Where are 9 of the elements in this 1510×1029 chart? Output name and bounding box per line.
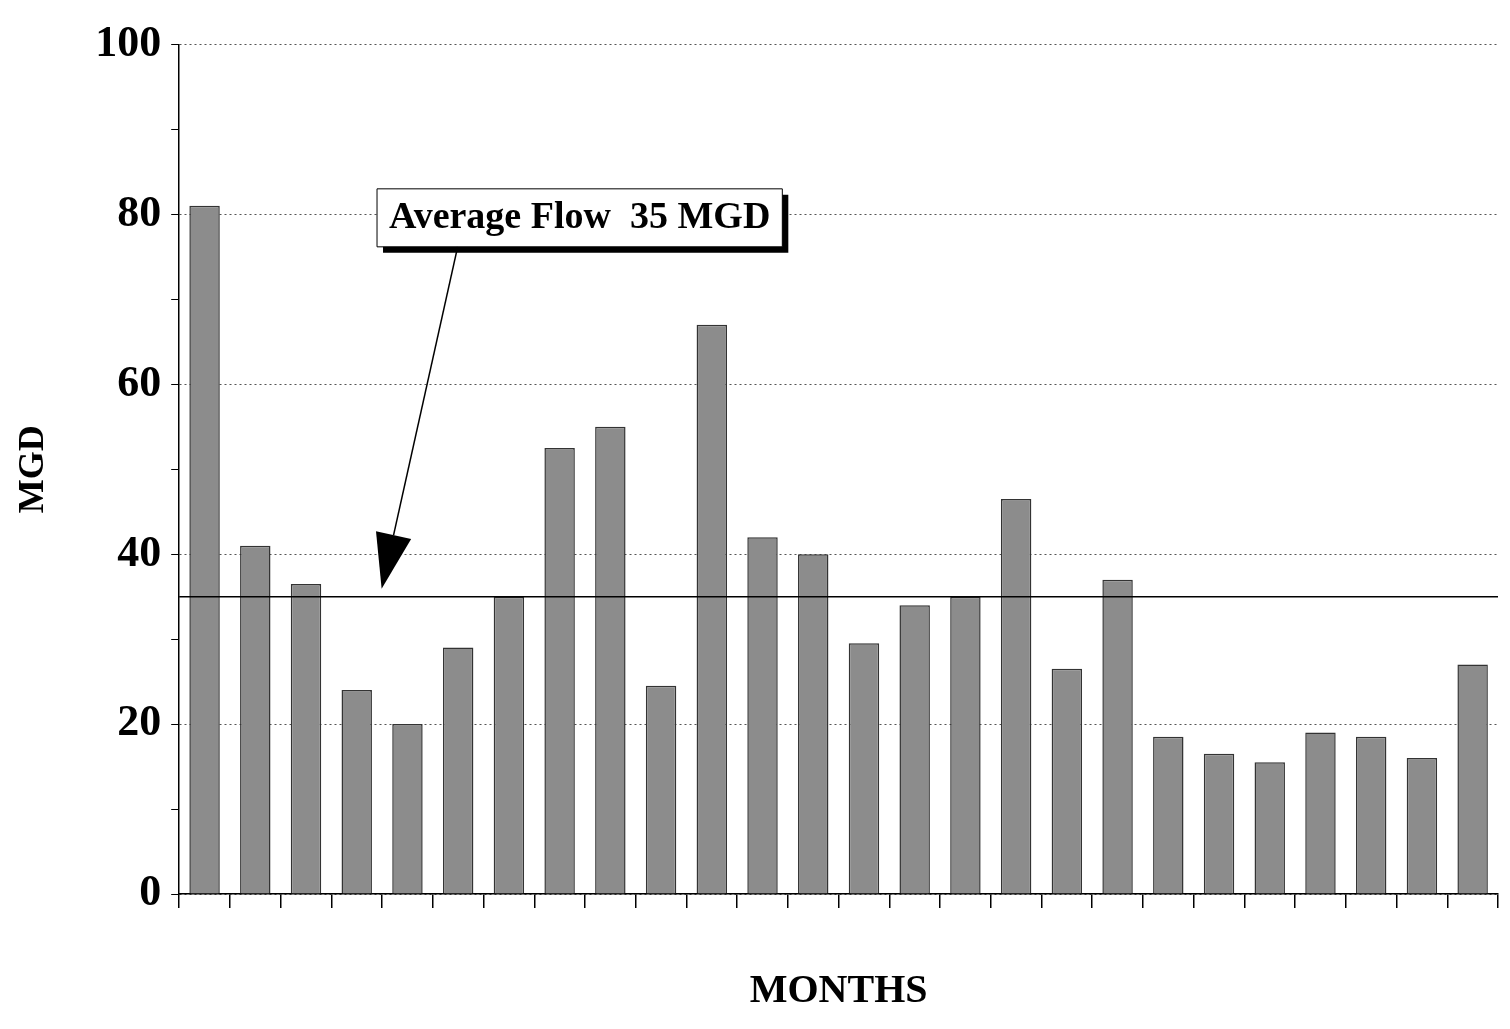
y-tick-label: 40 — [117, 526, 162, 576]
x-axis-title: MONTHS — [749, 966, 928, 1012]
y-tick-label: 20 — [117, 696, 162, 746]
y-axis-title: MGD — [10, 425, 51, 514]
ref-line-label: Average Flow 35 MGD — [389, 193, 771, 236]
y-tick-label: 100 — [95, 16, 162, 66]
y-tick-label: 80 — [117, 186, 162, 236]
y-tick-label: 0 — [139, 866, 162, 916]
y-tick-label: 60 — [117, 356, 162, 406]
